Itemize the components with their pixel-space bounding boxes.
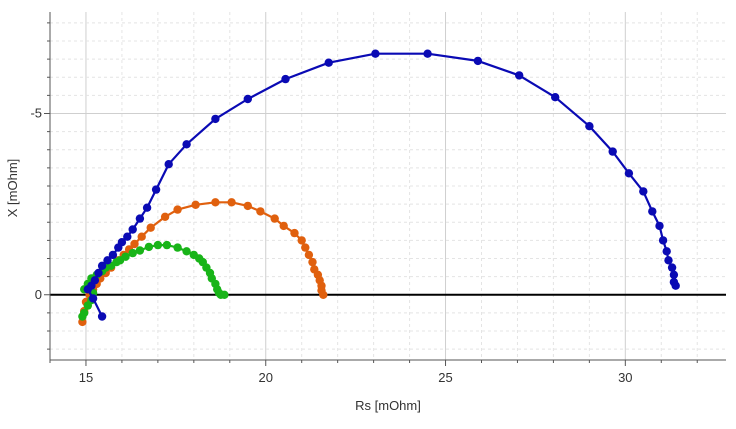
data-point bbox=[182, 247, 191, 256]
data-point bbox=[220, 290, 229, 299]
x-ticks: 15 20 25 30 bbox=[49, 360, 698, 385]
data-point bbox=[211, 198, 220, 207]
data-point bbox=[94, 268, 103, 278]
data-point bbox=[97, 312, 107, 321]
x-tick-label: 25 bbox=[438, 370, 452, 385]
data-point bbox=[182, 140, 191, 149]
data-point bbox=[608, 147, 617, 156]
data-point bbox=[669, 270, 679, 279]
data-point bbox=[662, 247, 671, 256]
x-tick-label: 30 bbox=[618, 370, 632, 385]
data-point bbox=[281, 74, 290, 84]
data-point bbox=[173, 205, 182, 214]
data-point bbox=[667, 263, 677, 272]
data-point bbox=[243, 201, 252, 211]
data-point bbox=[551, 93, 560, 102]
data-point bbox=[160, 212, 170, 221]
grid bbox=[49, 12, 726, 360]
data-point bbox=[227, 198, 236, 207]
data-point bbox=[301, 243, 310, 252]
data-point bbox=[304, 250, 314, 260]
x-tick-label: 20 bbox=[259, 370, 273, 385]
y-ticks: -5 0 bbox=[30, 22, 50, 350]
data-point bbox=[423, 49, 432, 58]
data-point bbox=[297, 236, 306, 245]
data-point bbox=[624, 169, 634, 178]
data-point bbox=[664, 256, 673, 265]
data-point bbox=[473, 56, 483, 66]
data-point bbox=[515, 71, 524, 80]
data-point bbox=[191, 200, 200, 209]
data-point bbox=[97, 261, 107, 270]
data-point bbox=[153, 240, 163, 250]
data-point bbox=[655, 221, 664, 231]
data-point bbox=[308, 257, 317, 267]
data-point bbox=[639, 187, 648, 196]
data-point bbox=[142, 203, 152, 212]
data-point bbox=[270, 214, 279, 223]
data-point bbox=[135, 246, 145, 255]
data-point bbox=[164, 160, 173, 169]
y-axis-title: X [mOhm] bbox=[5, 159, 20, 218]
data-point bbox=[162, 240, 172, 250]
data-point bbox=[128, 248, 137, 258]
data-point bbox=[103, 256, 112, 265]
data-point bbox=[123, 232, 132, 241]
data-point bbox=[173, 243, 182, 252]
data-point bbox=[211, 114, 220, 124]
data-point bbox=[144, 242, 154, 252]
data-point bbox=[151, 185, 161, 194]
x-axis-title: Rs [mOhm] bbox=[355, 398, 421, 413]
series-layer bbox=[78, 49, 680, 327]
data-point bbox=[585, 122, 594, 131]
data-point bbox=[137, 232, 146, 241]
data-point bbox=[88, 294, 98, 303]
y-tick-label: 0 bbox=[35, 287, 42, 302]
data-point bbox=[319, 290, 328, 299]
data-point bbox=[290, 228, 299, 238]
data-point bbox=[648, 207, 657, 216]
y-tick-label: -5 bbox=[30, 106, 42, 121]
data-point bbox=[117, 238, 127, 247]
data-point bbox=[128, 225, 137, 234]
data-point bbox=[80, 308, 89, 318]
data-point bbox=[256, 207, 265, 216]
data-point bbox=[371, 49, 380, 58]
data-point bbox=[279, 221, 288, 231]
data-point bbox=[324, 58, 333, 67]
data-point bbox=[146, 223, 155, 232]
data-point bbox=[130, 239, 139, 249]
x-tick-label: 15 bbox=[79, 370, 93, 385]
data-point bbox=[658, 236, 668, 245]
data-point bbox=[671, 281, 680, 290]
data-point bbox=[243, 94, 252, 104]
data-point bbox=[135, 214, 145, 223]
data-point bbox=[121, 252, 130, 261]
series-0 bbox=[83, 49, 680, 321]
data-point bbox=[108, 250, 118, 260]
data-point bbox=[90, 276, 100, 285]
